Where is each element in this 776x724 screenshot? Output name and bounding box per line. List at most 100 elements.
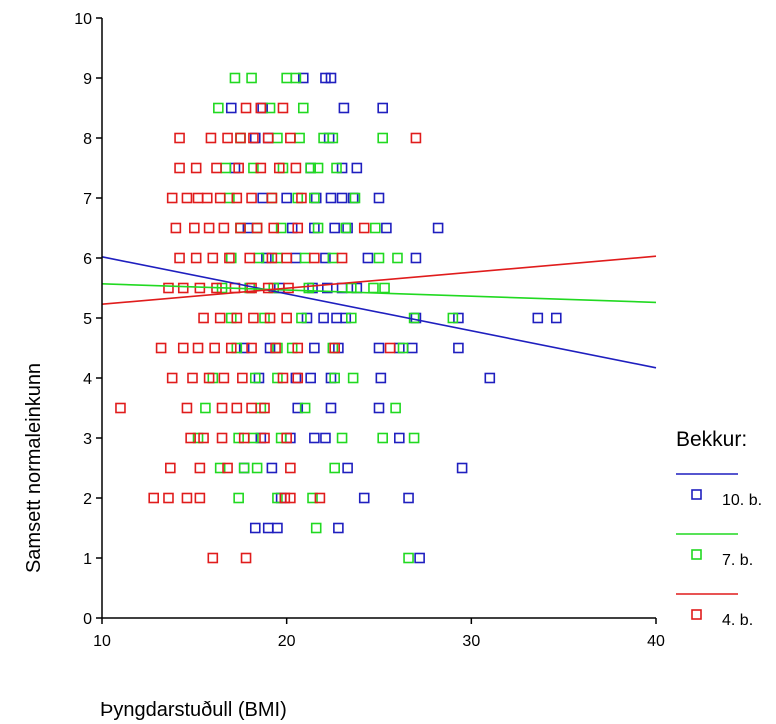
data-point bbox=[262, 132, 274, 144]
data-point bbox=[201, 192, 213, 204]
data-point bbox=[192, 192, 204, 204]
data-point bbox=[192, 342, 204, 354]
data-point bbox=[347, 372, 359, 384]
data-point bbox=[272, 492, 283, 504]
data-point bbox=[314, 492, 326, 504]
data-point bbox=[203, 372, 215, 384]
data-point bbox=[447, 312, 459, 324]
data-point bbox=[218, 222, 230, 234]
data-point bbox=[231, 192, 243, 204]
data-point bbox=[290, 72, 302, 84]
data-point bbox=[181, 492, 193, 504]
data-point bbox=[194, 462, 206, 474]
data-point bbox=[292, 342, 304, 354]
data-point bbox=[272, 522, 283, 534]
data-point bbox=[381, 222, 392, 234]
data-point bbox=[277, 372, 289, 384]
data-point bbox=[261, 252, 272, 264]
data-point bbox=[216, 432, 228, 444]
data-point bbox=[166, 192, 178, 204]
data-point bbox=[229, 72, 241, 84]
data-point bbox=[318, 132, 329, 144]
data-point bbox=[190, 252, 202, 264]
data-point bbox=[200, 402, 211, 414]
data-point bbox=[216, 402, 228, 414]
data-point bbox=[272, 132, 283, 144]
data-point bbox=[207, 552, 219, 564]
x-tick-label: 40 bbox=[647, 633, 665, 650]
data-point bbox=[203, 222, 215, 234]
data-point bbox=[294, 132, 305, 144]
data-point bbox=[345, 312, 357, 324]
trend-line bbox=[101, 283, 657, 304]
data-point bbox=[456, 462, 468, 474]
data-point bbox=[259, 402, 270, 414]
legend-label: 4. b. bbox=[722, 612, 753, 629]
y-tick-label: 6 bbox=[83, 251, 92, 268]
data-point bbox=[235, 132, 246, 144]
data-point bbox=[336, 432, 348, 444]
data-point bbox=[331, 312, 342, 324]
data-point bbox=[333, 522, 344, 534]
data-point bbox=[255, 402, 267, 414]
data-point bbox=[155, 342, 167, 354]
data-point bbox=[233, 492, 244, 504]
data-point bbox=[406, 342, 418, 354]
data-point bbox=[320, 72, 331, 84]
data-point bbox=[246, 342, 257, 354]
data-points bbox=[115, 72, 562, 564]
data-point bbox=[379, 282, 390, 294]
y-tick-label: 0 bbox=[83, 611, 92, 628]
data-point bbox=[329, 462, 340, 474]
data-point bbox=[432, 222, 444, 234]
data-point bbox=[251, 222, 263, 234]
data-point bbox=[222, 462, 233, 474]
y-tick-label: 7 bbox=[83, 191, 92, 208]
legend-label: 10. b. bbox=[722, 492, 762, 509]
data-point bbox=[329, 372, 340, 384]
data-point bbox=[358, 492, 370, 504]
data-point bbox=[377, 102, 388, 114]
data-point bbox=[279, 492, 291, 504]
data-point bbox=[220, 162, 232, 174]
legend-title: Bekkur: bbox=[676, 428, 747, 451]
data-point bbox=[325, 372, 337, 384]
data-point bbox=[257, 192, 268, 204]
data-point bbox=[277, 162, 289, 174]
data-point bbox=[246, 402, 257, 414]
data-point bbox=[225, 342, 237, 354]
data-point bbox=[292, 192, 304, 204]
data-point bbox=[264, 312, 276, 324]
data-point bbox=[397, 342, 409, 354]
data-point bbox=[297, 72, 309, 84]
legend: Bekkur: 10. b. 7. b. 4. b. bbox=[676, 428, 762, 629]
data-point bbox=[174, 252, 185, 264]
data-point bbox=[303, 282, 315, 294]
data-point bbox=[532, 312, 544, 324]
data-point bbox=[358, 222, 370, 234]
data-point bbox=[233, 162, 244, 174]
data-point bbox=[170, 222, 182, 234]
data-point bbox=[550, 312, 562, 324]
data-point bbox=[342, 462, 353, 474]
data-point bbox=[205, 132, 217, 144]
data-point bbox=[340, 222, 352, 234]
data-point bbox=[310, 522, 322, 534]
data-point bbox=[266, 252, 278, 264]
data-point bbox=[307, 492, 318, 504]
data-point bbox=[408, 432, 420, 444]
data-point bbox=[194, 492, 206, 504]
data-point bbox=[281, 252, 292, 264]
data-point bbox=[189, 222, 200, 234]
data-point bbox=[248, 312, 259, 324]
y-axis-title: Samsett normaleinkunn bbox=[23, 363, 45, 573]
data-point bbox=[325, 192, 337, 204]
data-point bbox=[246, 192, 257, 204]
data-point bbox=[305, 372, 316, 384]
y-tick-label: 1 bbox=[83, 551, 92, 568]
x-tick-label: 20 bbox=[278, 633, 296, 650]
data-point bbox=[453, 312, 464, 324]
x-tick-label: 30 bbox=[462, 633, 480, 650]
data-point bbox=[312, 222, 324, 234]
data-point bbox=[323, 132, 335, 144]
